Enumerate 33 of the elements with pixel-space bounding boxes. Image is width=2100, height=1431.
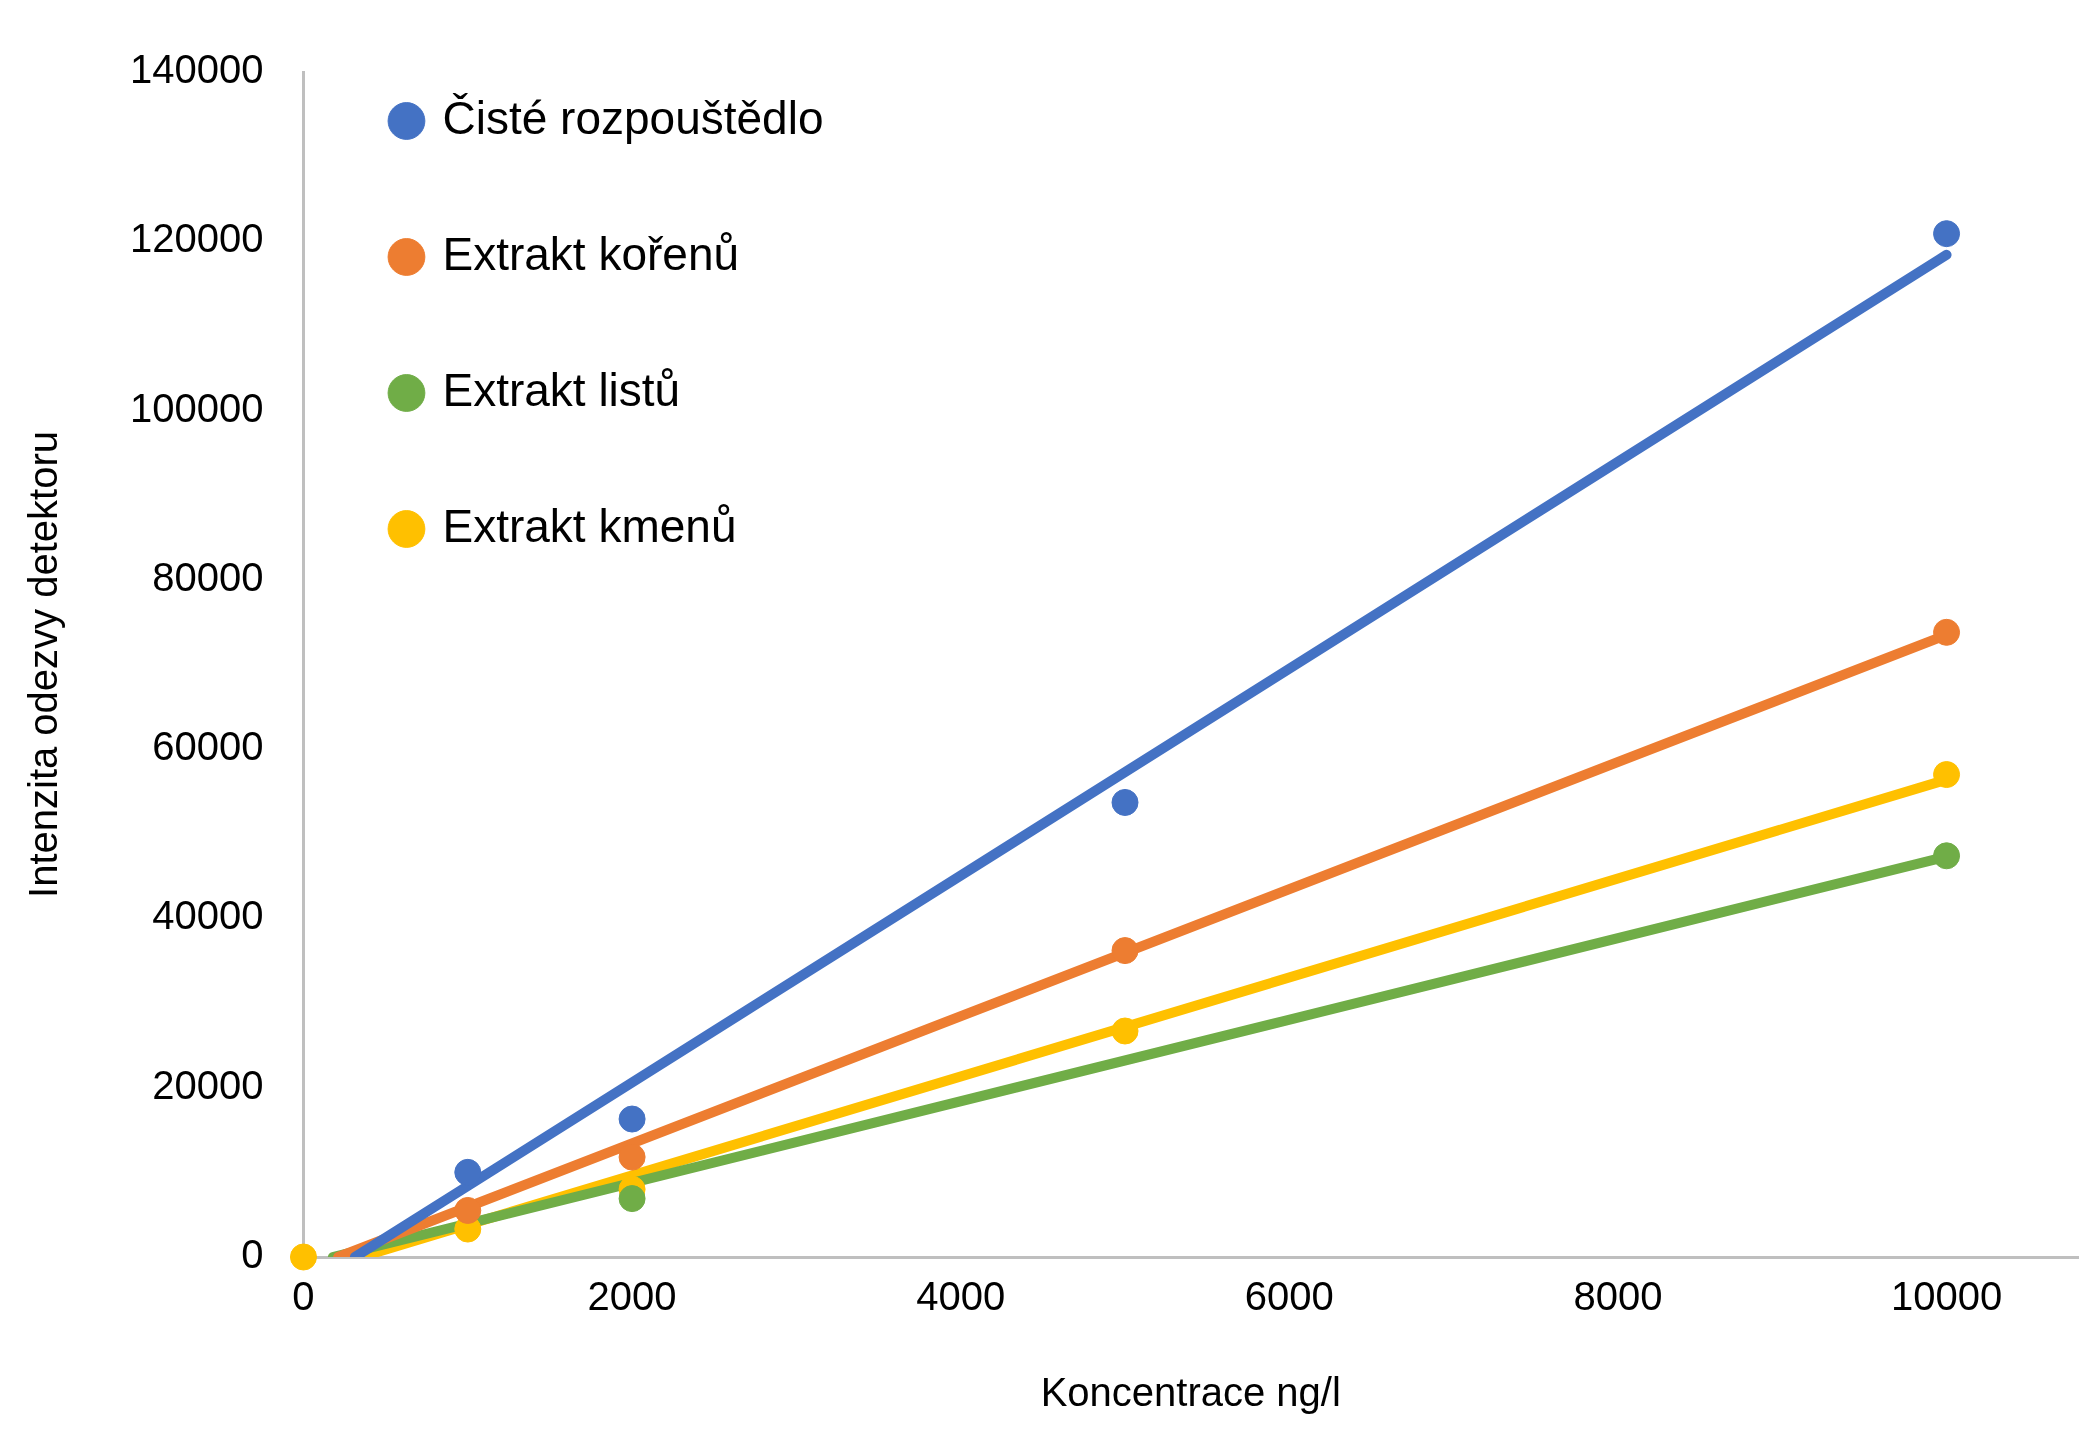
point (289, 1243, 317, 1271)
y-tick-label: 60000 (152, 724, 264, 769)
point (1111, 937, 1139, 965)
y-tick-label: 80000 (152, 554, 264, 599)
point (1933, 220, 1961, 248)
x-tick-label: 2000 (587, 1274, 677, 1319)
y-tick-label: 140000 (129, 47, 264, 92)
point (1111, 1017, 1139, 1045)
point (618, 1185, 646, 1213)
point (454, 1158, 482, 1186)
point (1933, 842, 1961, 870)
x-tick-label: 4000 (916, 1274, 1006, 1319)
point (1933, 618, 1961, 646)
x-axis-title: Koncentrace ng/l (1040, 1370, 1341, 1415)
y-tick-label: 120000 (129, 216, 264, 261)
legend-label: Čisté rozpouštědlo (442, 91, 824, 144)
x-tick-label: 10000 (1890, 1274, 2003, 1319)
point (618, 1143, 646, 1171)
y-tick-label: 0 (241, 1232, 264, 1277)
point (1933, 761, 1961, 789)
x-tick-label: 8000 (1573, 1274, 1663, 1319)
y-tick-label: 20000 (152, 1062, 264, 1107)
y-tick-label: 40000 (152, 893, 264, 938)
legend-label: Extrakt kmenů (442, 499, 737, 552)
point (1111, 788, 1139, 816)
legend-label: Extrakt kořenů (442, 227, 740, 280)
x-tick-label: 6000 (1244, 1274, 1334, 1319)
x-tick-label: 0 (292, 1274, 315, 1319)
y-tick-label: 100000 (129, 385, 264, 430)
point (454, 1196, 482, 1224)
legend-label: Extrakt listů (442, 363, 681, 416)
point (618, 1105, 646, 1133)
y-axis-title: Intenzita odezvy detektoru (21, 431, 66, 898)
